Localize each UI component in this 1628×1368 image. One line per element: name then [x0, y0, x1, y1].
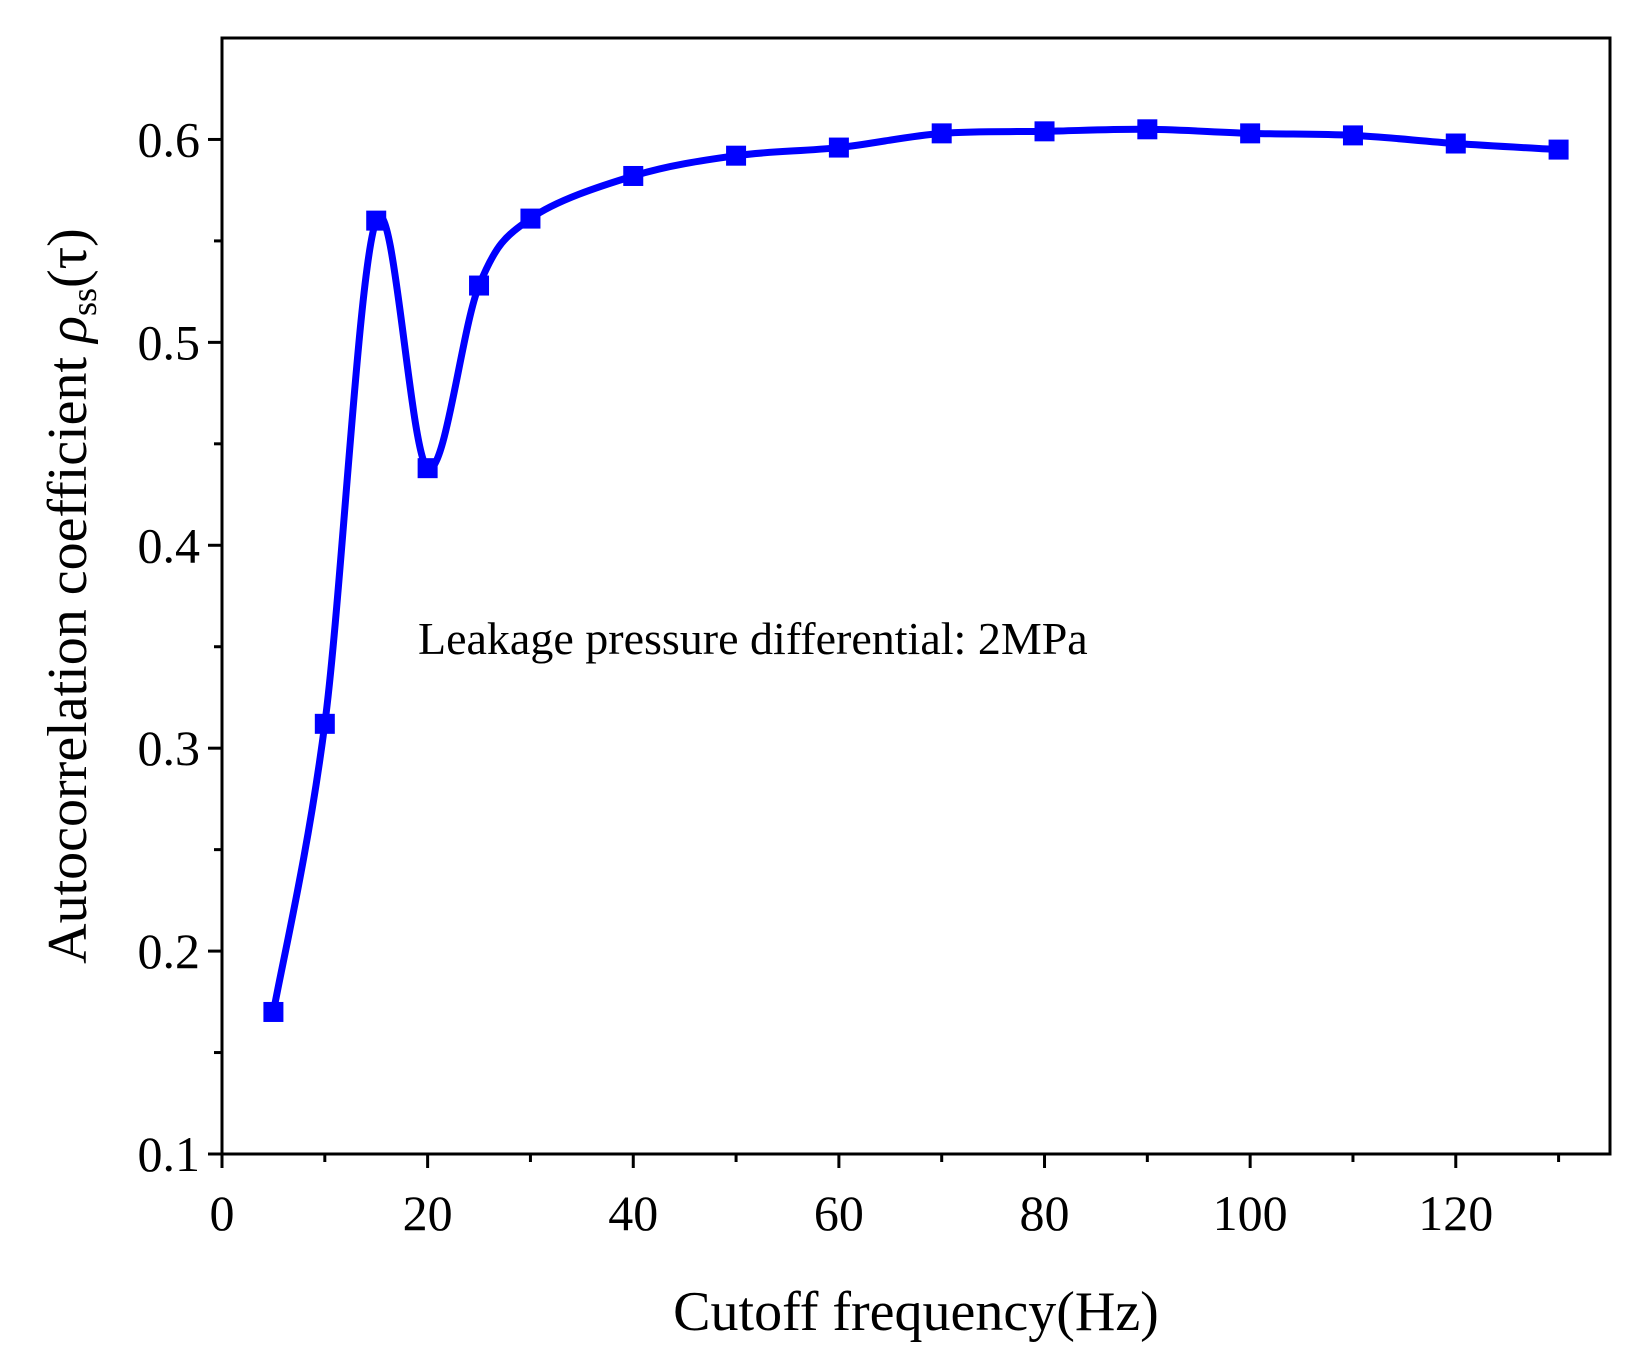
axis-tick-labels: 0 20 40 60 80 100 120 0.1 0.2 0.3 0.4 0.5 0.6 — [138, 111, 1494, 1241]
series-markers — [263, 119, 1569, 1022]
data-point-marker — [263, 1001, 284, 1022]
y-axis-title-suffix: (τ) — [37, 228, 99, 288]
data-point-marker — [726, 145, 747, 166]
y-tick-label: 0.6 — [138, 111, 201, 167]
data-point-marker — [366, 210, 387, 231]
y-tick-label: 0.3 — [138, 720, 201, 776]
x-tick-label: 100 — [1213, 1185, 1288, 1241]
y-axis-title: Autocorrelation coefficient ρss(τ) — [37, 228, 104, 964]
series-line — [269, 125, 1563, 1016]
x-tick-label: 60 — [814, 1185, 864, 1241]
y-axis-title-symbol: ρ — [37, 316, 99, 345]
data-point-marker — [623, 165, 644, 186]
x-tick-label: 20 — [403, 1185, 453, 1241]
y-tick-label: 0.1 — [138, 1126, 201, 1182]
data-point-marker — [1137, 119, 1158, 140]
data-point-marker — [931, 123, 952, 144]
data-point-marker — [469, 275, 490, 296]
data-point-marker — [1548, 139, 1569, 160]
plot-frame — [220, 36, 1612, 1156]
y-tick-label: 0.5 — [138, 314, 201, 370]
data-point-marker — [417, 458, 438, 479]
y-axis-title-subscript: ss — [64, 288, 104, 316]
y-axis-title-text: Autocorrelation coefficient — [37, 343, 99, 964]
data-point-marker — [1342, 125, 1363, 146]
data-point-marker — [1240, 123, 1261, 144]
annotation-label: Leakage pressure differential: 2MPa — [418, 613, 1088, 664]
data-point-marker — [1034, 121, 1055, 142]
data-point-marker — [828, 137, 849, 158]
x-axis-title: Cutoff frequency(Hz) — [673, 1281, 1159, 1343]
x-tick-label: 0 — [210, 1185, 235, 1241]
x-tick-label: 120 — [1418, 1185, 1493, 1241]
data-point-marker — [1445, 133, 1466, 154]
y-tick-label: 0.2 — [138, 923, 201, 979]
y-tick-label: 0.4 — [138, 517, 201, 573]
data-point-marker — [314, 713, 335, 734]
x-tick-label: 80 — [1020, 1185, 1070, 1241]
data-point-marker — [520, 208, 541, 229]
x-tick-label: 40 — [608, 1185, 658, 1241]
